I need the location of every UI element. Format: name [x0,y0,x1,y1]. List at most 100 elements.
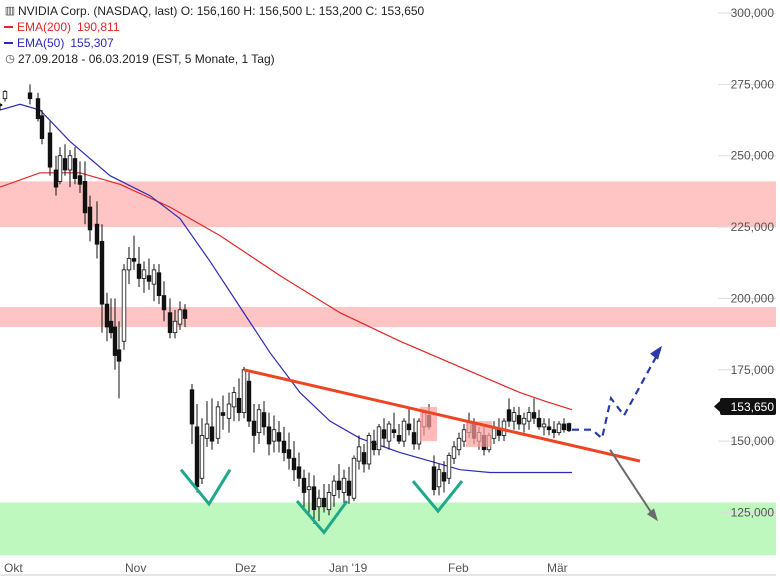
candle-body [215,406,221,439]
candle-body [126,258,132,271]
candle-body [361,452,367,465]
ema200-swatch [4,26,13,28]
candle-body [53,169,59,188]
y-tick-label: 200,000 [731,291,775,305]
ema50-line [0,103,572,474]
candle-body [446,455,452,479]
candle-body [496,429,502,436]
candle-body [406,423,412,431]
candle-body [47,132,53,168]
candle-body [441,472,447,482]
candle-body [316,497,322,508]
candle-body [167,312,173,334]
candle-body [104,303,110,328]
candle-body [177,309,183,325]
candle-body [396,435,402,442]
candle-body [108,320,114,334]
candle-body [506,409,512,422]
candle-body [57,155,63,182]
candle-body [436,469,442,488]
price-zones [0,181,776,556]
candle-body [246,380,252,422]
candle-body [39,115,45,139]
candle-body [341,477,347,493]
candle-body [87,206,93,231]
candle-body [366,435,372,465]
candle-body [189,389,195,425]
candle-body [356,446,362,462]
candle-body [301,477,307,493]
candle-body [511,412,517,422]
candle-body [151,269,157,285]
candle-body [401,420,407,442]
candle-body [77,175,83,185]
legend-title: NVIDIA Corp. (NASDAQ, last) O: 156,160 H… [18,4,425,18]
candle-body [199,435,205,479]
candle-body [35,98,41,120]
legend-period: ◷ 27.09.2018 - 06.03.2019 (EST, 5 Monate… [4,51,424,67]
ema50-swatch [4,42,13,44]
candle-body [526,412,532,422]
annotations [179,345,662,535]
ema200-value: 190,811 [77,20,120,34]
y-tick-label: 125,000 [731,506,775,520]
candle-body [391,429,397,433]
candle-body [72,158,78,179]
candle-body [99,240,105,305]
resistance-marker [420,406,437,442]
candle-body [326,492,332,511]
y-tick-label: 175,000 [731,363,775,377]
x-tick-label: Nov [125,561,146,575]
candle-body [296,466,302,479]
clock-icon: ◷ [5,53,15,65]
resistance-zone-0 [0,181,776,228]
candle-body [386,423,392,442]
candle-body [346,480,352,496]
y-tick-label: 150,000 [731,434,775,448]
candle-body [411,432,417,445]
candle-body [112,326,118,356]
candlesticks [0,84,572,524]
x-tick-label: Okt [4,561,23,575]
candle-body [136,263,142,279]
candle-body [236,397,242,414]
candle-body [251,420,257,436]
candle-body [336,480,342,491]
candle-body [146,275,152,282]
price-tag-background [720,398,776,415]
candle-body [161,295,167,311]
candle-body [241,369,247,413]
candle-body [182,309,188,319]
candle-body [291,457,297,471]
ema50-path [0,103,572,474]
legend-ema50: EMA(50) 155,307 [4,35,424,51]
ema200-label: EMA(200) [17,20,72,34]
price-tag: 153,650 [714,398,776,415]
v-bottom-marker [179,468,232,507]
v-bottom-marker [295,500,349,535]
y-tick-label: 250,000 [731,149,775,163]
candle-body [556,423,562,433]
legend-ema200: EMA(200) 190,811 [4,19,424,35]
y-tick-label: 275,000 [731,77,775,91]
x-tick-label: Jan '19 [329,561,368,575]
candle-body [194,426,200,488]
candle-body [62,158,68,171]
candle-body [461,429,467,442]
candle-body [456,437,462,451]
candle-body [172,320,178,334]
candle-body [256,409,262,433]
v-bottom-marker [411,480,464,514]
candle-body [209,426,215,442]
x-tick-label: Feb [448,561,469,575]
candle-body [281,440,287,453]
candle-body [261,412,267,428]
candle-body [220,412,226,416]
candle-body [94,223,100,245]
candle-body [546,426,552,431]
candle-body [311,486,317,511]
ema200-path [0,172,573,411]
candle-body [121,269,127,342]
candle-body [331,480,337,496]
candle-body [531,412,537,419]
